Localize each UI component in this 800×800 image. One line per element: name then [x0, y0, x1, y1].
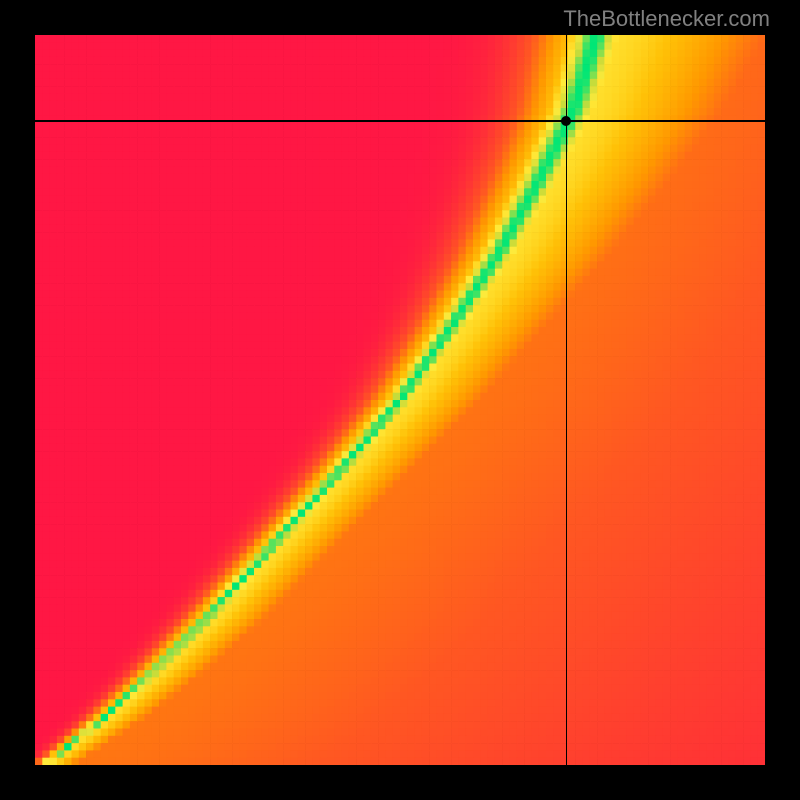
crosshair-horizontal	[35, 120, 765, 122]
chart-container: TheBottlenecker.com	[0, 0, 800, 800]
plot-area	[35, 35, 765, 765]
heatmap-canvas	[35, 35, 765, 765]
crosshair-dot	[561, 116, 571, 126]
watermark-text: TheBottlenecker.com	[563, 6, 770, 32]
crosshair-vertical	[566, 35, 568, 765]
